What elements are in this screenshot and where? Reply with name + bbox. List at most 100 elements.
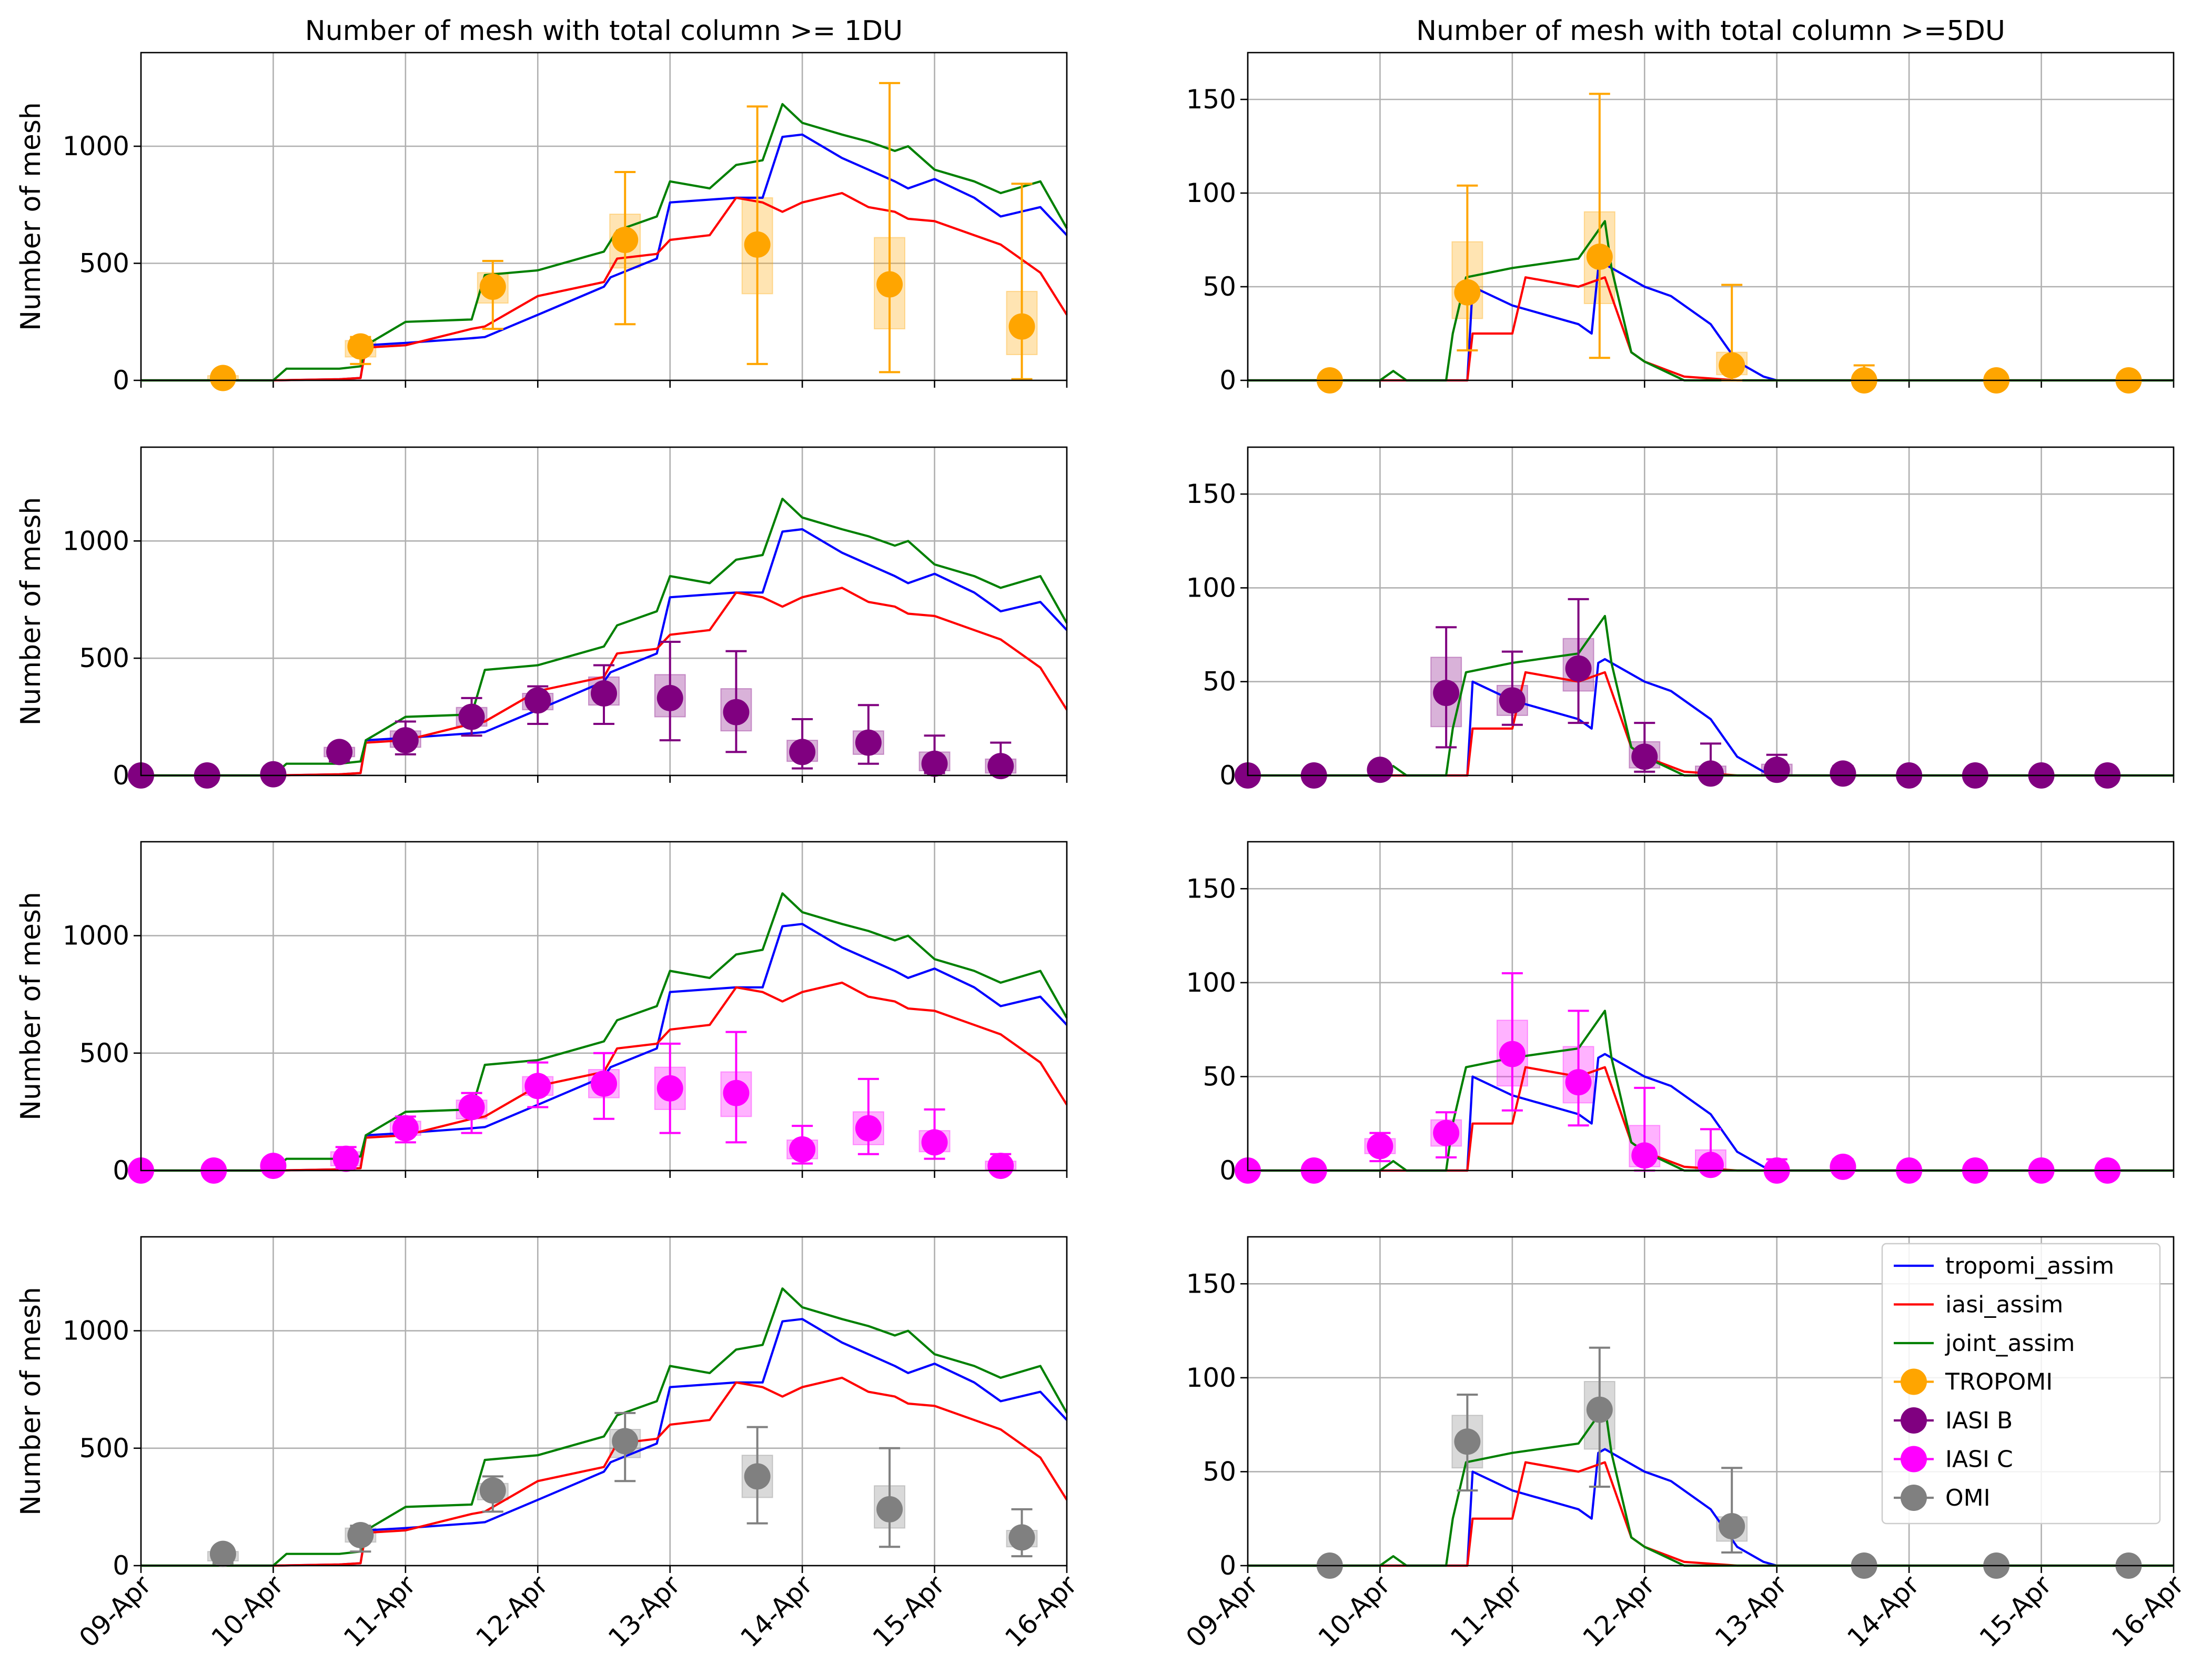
y-tick-label: 0: [1219, 760, 1236, 791]
observation-point-IASI-B: [855, 729, 882, 756]
legend-label: iasi_assim: [1945, 1292, 2063, 1318]
observation-point-IASI-C: [1499, 1041, 1526, 1067]
legend: tropomi_assim iasi_assim joint_assim TROPOM…: [1881, 1243, 2161, 1525]
legend-label: joint_assim: [1945, 1330, 2075, 1357]
y-tick-label: 100: [1186, 1363, 1236, 1393]
panel-frame: [140, 446, 1068, 777]
x-tick-label: 11-Apr: [1445, 1569, 1528, 1653]
series-line-tropomi_assim: [141, 133, 1068, 382]
observation-point-IASI-C: [392, 1115, 419, 1142]
panel-r4-c1: 0 500 1000 Number of mesh 09-Apr 10-Apr 11-Apr…: [15, 1236, 1083, 1653]
series-line-tropomi_assim: [1248, 263, 2174, 382]
x-tick-label: 09-Apr: [1180, 1569, 1264, 1653]
observation-point-IASI-B: [260, 761, 287, 788]
y-tick-label: 0: [1219, 365, 1236, 396]
observation-point-OMI: [1454, 1428, 1481, 1455]
chart-title-col1: Number of mesh with total column >= 1DU: [305, 15, 903, 47]
x-tick-label: 12-Apr: [1577, 1569, 1661, 1653]
legend-marker-swatch: [1901, 1485, 1927, 1511]
panel-r1-c1: 0 500 1000 Number of mesh: [15, 52, 1068, 396]
legend-label: IASI C: [1945, 1446, 2013, 1473]
observation-point-IASI-B: [1433, 680, 1460, 707]
legend-marker-swatch: [1901, 1407, 1927, 1434]
observation-point-IASI-C: [260, 1153, 287, 1179]
observation-point-IASI-C: [458, 1094, 485, 1121]
panel-r3-c2: 0 50 100 150: [1186, 841, 2175, 1186]
observation-point-IASI-B: [789, 739, 816, 765]
y-tick-label: 0: [1219, 1155, 1236, 1186]
series-line-joint_assim: [141, 892, 1068, 1172]
panel-r2-c1: 0 500 1000 Number of mesh: [15, 446, 1068, 791]
observation-point-IASI-B: [1763, 757, 1790, 783]
y-tick-label: 0: [113, 1550, 129, 1581]
panel-r2-c2: 0 50 100 150: [1186, 446, 2175, 791]
y-tick-label: 500: [79, 643, 129, 673]
observation-point-IASI-C: [921, 1129, 948, 1156]
y-axis-label: Number of mesh: [15, 892, 47, 1121]
panel-r3-c1: 0 500 1000 Number of mesh: [15, 841, 1068, 1186]
series-line-joint_assim: [141, 1287, 1068, 1567]
series-line-joint_assim: [141, 103, 1068, 382]
panel-frame: [140, 52, 1068, 381]
x-tick-label: 10-Apr: [1312, 1569, 1396, 1653]
observation-point-IASI-B: [1698, 760, 1724, 787]
series-line-tropomi_assim: [141, 1318, 1068, 1567]
x-tick-label: 09-Apr: [73, 1569, 157, 1653]
x-tick-label: 14-Apr: [734, 1569, 818, 1653]
observation-point-IASI-C: [1631, 1142, 1658, 1169]
x-tick-label: 16-Apr: [999, 1569, 1083, 1653]
panel-frame: [1247, 841, 2175, 1172]
observation-point-TROPOMI: [612, 227, 639, 253]
x-tick-label: 14-Apr: [1841, 1569, 1925, 1653]
observation-point-OMI: [347, 1521, 374, 1548]
y-tick-label: 0: [113, 1155, 129, 1186]
series-line-iasi_assim: [141, 981, 1068, 1172]
y-tick-label: 150: [1186, 479, 1236, 509]
legend-label: IASI B: [1945, 1407, 2013, 1434]
observation-point-IASI-B: [392, 727, 419, 754]
y-tick-label: 0: [1219, 1550, 1236, 1581]
observation-point-OMI: [1008, 1524, 1035, 1551]
observation-point-OMI: [1586, 1396, 1613, 1423]
x-tick-label: 10-Apr: [206, 1569, 289, 1653]
y-tick-label: 100: [1186, 572, 1236, 603]
observation-point-OMI: [744, 1463, 771, 1490]
series-line-iasi_assim: [1248, 276, 2174, 382]
y-tick-label: 1000: [63, 131, 129, 162]
y-axis-label: Number of mesh: [15, 1287, 47, 1516]
observation-point-TROPOMI: [1586, 244, 1613, 270]
y-tick-label: 1000: [63, 526, 129, 556]
legend-marker-swatch: [1901, 1446, 1927, 1473]
y-tick-label: 50: [1203, 271, 1236, 302]
observation-point-IASI-B: [1565, 655, 1592, 682]
observation-point-IASI-C: [1565, 1069, 1592, 1096]
legend-marker-swatch: [1901, 1368, 1927, 1395]
y-tick-label: 50: [1203, 667, 1236, 697]
observation-point-IASI-C: [1433, 1120, 1460, 1146]
y-tick-label: 0: [113, 760, 129, 791]
y-tick-label: 150: [1186, 873, 1236, 904]
legend-frame: [1881, 1243, 2161, 1525]
observation-point-IASI-C: [789, 1136, 816, 1163]
observation-point-IASI-C: [723, 1080, 750, 1106]
series-line-joint_assim: [141, 498, 1068, 777]
legend-label: TROPOMI: [1945, 1369, 2053, 1396]
observation-point-IASI-B: [1367, 757, 1393, 783]
series-line-joint_assim: [1248, 1405, 2174, 1567]
observation-point-IASI-B: [1631, 743, 1658, 770]
observation-point-IASI-B: [723, 699, 750, 725]
panel-r1-c2: 0 50 100 150: [1186, 52, 2175, 396]
panel-frame: [140, 1236, 1068, 1567]
x-tick-label: 16-Apr: [2106, 1569, 2189, 1653]
observation-point-IASI-C: [987, 1153, 1014, 1179]
series-line-joint_assim: [1248, 220, 2174, 382]
x-tick-label: 12-Apr: [470, 1569, 554, 1653]
series-line-tropomi_assim: [141, 528, 1068, 777]
panel-frame: [1247, 52, 2175, 381]
y-tick-label: 50: [1203, 1456, 1236, 1487]
observation-point-IASI-B: [1499, 687, 1526, 714]
x-tick-label: 13-Apr: [1709, 1569, 1793, 1653]
observation-point-IASI-C: [1830, 1153, 1856, 1180]
x-tick-label: 13-Apr: [602, 1569, 686, 1653]
